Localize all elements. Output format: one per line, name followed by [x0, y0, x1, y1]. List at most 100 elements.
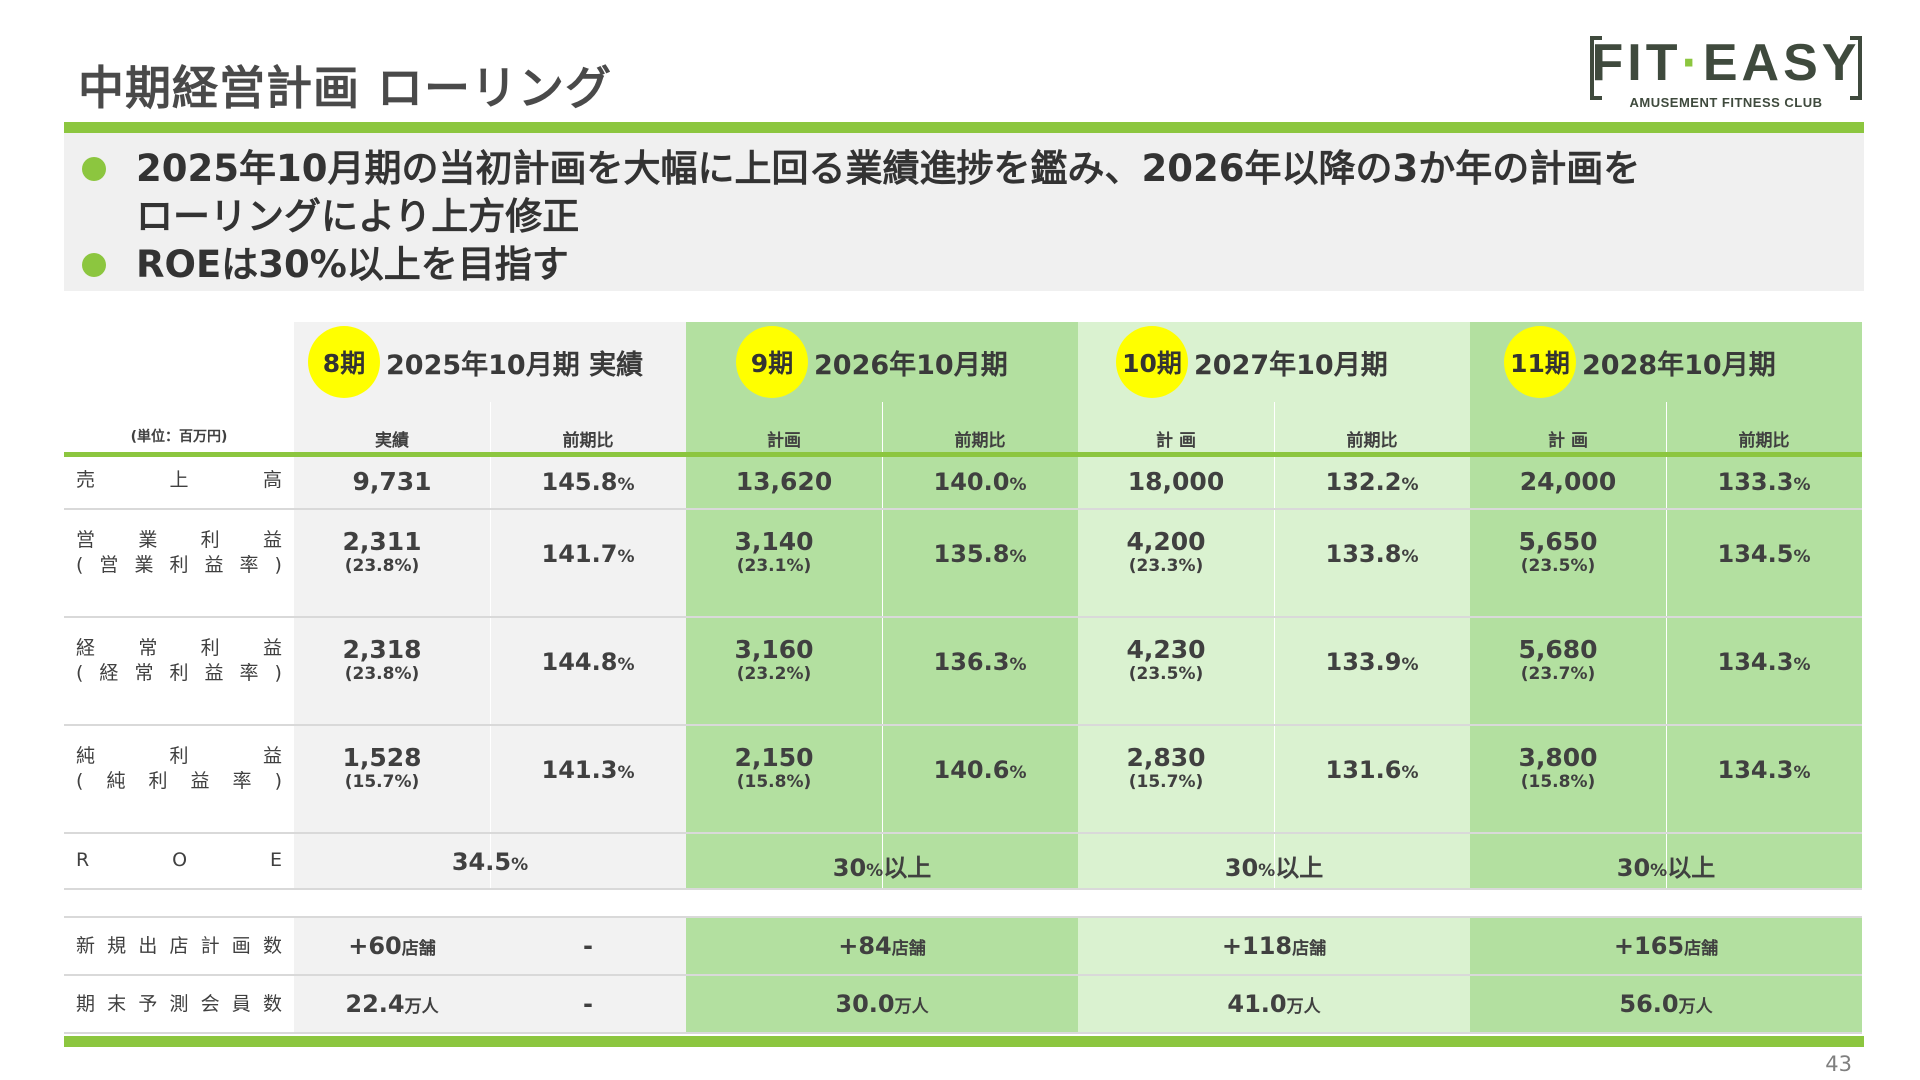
row-label-char: 純 [106, 770, 126, 792]
subheader-plan: 計 画 [1548, 431, 1588, 451]
column-header-11: 11期 2028年10月期 [1504, 322, 1776, 402]
yoy-number: 134.3 [1717, 756, 1794, 784]
rate-text: (23.5%) [1128, 664, 1204, 684]
members-value: 22.4万人 [294, 990, 490, 1018]
stores-value: +60店舗 [294, 932, 490, 960]
percent-sign: % [617, 547, 635, 567]
subheader-yoy: 前期比 [1346, 431, 1398, 451]
row-label-line: 純利益 [76, 744, 282, 769]
unit-text: 店舗 [891, 939, 926, 959]
value-text: 41.0 [1227, 990, 1287, 1018]
yoy-number: 133.3 [1717, 468, 1794, 496]
bottom-accent-bar [64, 1036, 1864, 1047]
yoy-number: 131.6 [1325, 756, 1402, 784]
row-label-char: 予 [138, 993, 158, 1015]
value-text: 2,318 [342, 635, 422, 664]
row-label-char: 測 [169, 993, 189, 1015]
percent-sign: % [1401, 763, 1419, 783]
roe-number: 30 [1616, 854, 1651, 882]
percent-sign: % [1793, 763, 1811, 783]
net-value: 1,528 (15.7%) [284, 744, 480, 793]
roe-value: 34.5% [294, 848, 686, 876]
row-label-char: 利 [200, 637, 220, 659]
period-badge: 8期 [308, 326, 380, 398]
value-text: 13,620 [735, 467, 833, 496]
unit-text: 万人 [1286, 997, 1321, 1017]
percent-sign: % [1793, 475, 1811, 495]
column-title: 2026年10月期 [814, 349, 1008, 381]
row-label-char: 営 [76, 529, 96, 551]
percent-sign: % [1009, 547, 1027, 567]
value-text: 22.4 [345, 990, 405, 1018]
percent-sign: % [1258, 861, 1276, 881]
roe-number: 34.5 [451, 848, 512, 876]
row-label-members: 期末予測会員数 [76, 992, 282, 1017]
value-text: 3,160 [734, 635, 814, 664]
page-title: 中期経営計画 ローリング [78, 61, 613, 115]
roe-suffix: 以上 [1667, 854, 1716, 882]
row-label-char: 益 [204, 554, 224, 576]
percent-sign: % [1793, 547, 1811, 567]
value-text: 24,000 [1519, 467, 1617, 496]
roe-value: 30%以上 [686, 848, 1078, 883]
stores-value: +118店舗 [1078, 932, 1470, 960]
row-label-net: 純利益(純利益率) [76, 744, 282, 794]
row-label-char: 業 [134, 554, 154, 576]
row-label-sales: 売上高 [76, 468, 282, 493]
unit-text: 万人 [1678, 997, 1713, 1017]
value-text: 4,200 [1126, 527, 1206, 556]
row-label-line: (経常利益率) [76, 661, 282, 686]
sales-value: 18,000 [1078, 468, 1274, 496]
column-title: 2028年10月期 [1582, 349, 1776, 381]
row-label-ord: 経常利益(経常利益率) [76, 636, 282, 686]
percent-sign: % [1650, 861, 1668, 881]
fit-easy-logo: FIT·EASY AMUSEMENT FITNESS CLUB [1588, 32, 1864, 114]
row-label-char: 画 [231, 935, 251, 957]
value-text: 4,230 [1126, 635, 1206, 664]
row-label-char: 益 [190, 770, 210, 792]
value-text: +60 [348, 932, 402, 960]
members-value: 30.0万人 [686, 990, 1078, 1018]
value-text: 56.0 [1619, 990, 1679, 1018]
row-label-char: 末 [107, 993, 127, 1015]
op-yoy: 133.8% [1274, 540, 1470, 568]
rate-text: (15.7%) [344, 772, 420, 792]
row-label-char: 率 [239, 554, 259, 576]
row-label-char: 上 [169, 469, 189, 491]
row-label-char: ) [274, 662, 282, 684]
value-text: 5,650 [1518, 527, 1598, 556]
yoy-number: 133.8 [1325, 540, 1402, 568]
roe-number: 30 [1224, 854, 1259, 882]
row-label-char: O [172, 849, 188, 871]
column-header-8: 8期 2025年10月期 実績 [308, 322, 643, 402]
row-label-char: 常 [138, 637, 158, 659]
rate-text: (23.1%) [736, 556, 812, 576]
row-label-char: R [76, 849, 90, 871]
row-label-char: 率 [239, 662, 259, 684]
yoy-number: 140.6 [933, 756, 1010, 784]
row-label-line: 新規出店計画数 [76, 934, 282, 959]
logo-word-easy: EASY [1702, 34, 1861, 92]
header-divider [64, 452, 1862, 457]
roe-suffix: 以上 [1275, 854, 1324, 882]
row-label-line: 経常利益 [76, 636, 282, 661]
op-yoy: 135.8% [882, 540, 1078, 568]
column-title: 2025年10月期 実績 [386, 349, 644, 381]
members-value: 41.0万人 [1078, 990, 1470, 1018]
stores-value: +165店舗 [1470, 932, 1862, 960]
yoy-number: 141.7 [541, 540, 618, 568]
bullet-dot-icon [82, 253, 106, 277]
store-member-group-11 [1470, 918, 1862, 1034]
store-member-group-8 [294, 918, 686, 1034]
row-label-char: 新 [76, 935, 96, 957]
sales-yoy: 132.2% [1274, 468, 1470, 496]
row-label-char: 純 [76, 745, 96, 767]
op-value: 4,200 (23.3%) [1068, 527, 1264, 577]
ord-yoy: 136.3% [882, 648, 1078, 676]
net-value: 2,830 (15.7%) [1068, 744, 1264, 793]
row-label-char: 売 [76, 469, 96, 491]
yoy-number: 135.8 [933, 540, 1010, 568]
ord-value: 4,230 (23.5%) [1068, 635, 1264, 685]
members-value: 56.0万人 [1470, 990, 1862, 1018]
sales-value: 9,731 [294, 468, 490, 496]
